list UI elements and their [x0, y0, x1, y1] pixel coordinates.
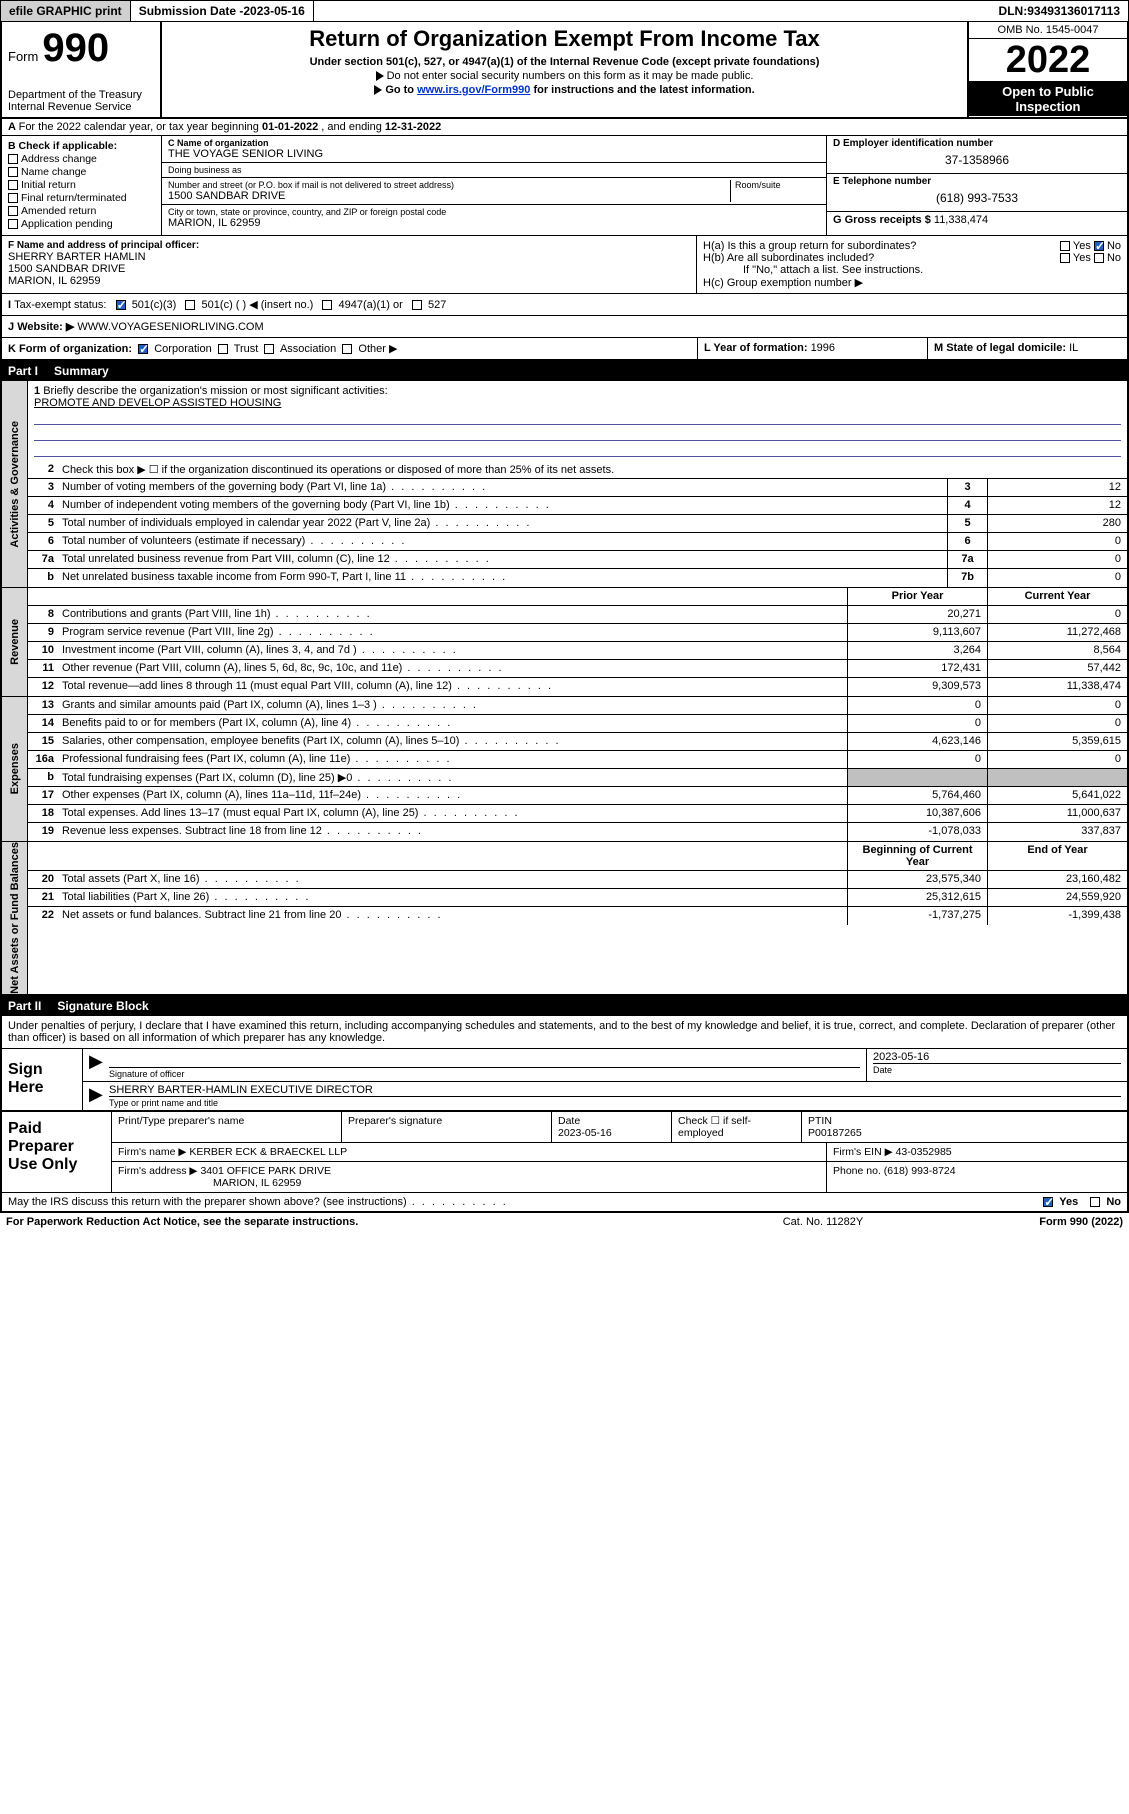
- form-title: Return of Organization Exempt From Incom…: [170, 26, 959, 52]
- line-k: K Form of organization: Corporation Trus…: [2, 337, 1127, 359]
- summary-row: 16aProfessional fundraising fees (Part I…: [28, 751, 1127, 769]
- dln: DLN: 93493136017113: [991, 1, 1128, 21]
- year-formation: 1996: [811, 342, 835, 354]
- ptin: P00187265: [808, 1127, 862, 1139]
- summary-row: 12Total revenue—add lines 8 through 11 (…: [28, 678, 1127, 696]
- officer-addr2: MARION, IL 62959: [8, 275, 690, 287]
- open-inspection-badge: Open to Public Inspection: [969, 82, 1127, 116]
- cb-name-change[interactable]: Name change: [8, 166, 155, 178]
- preparer-date: 2023-05-16: [558, 1127, 612, 1139]
- firm-addr: 3401 OFFICE PARK DRIVE: [200, 1165, 331, 1177]
- summary-row: 14Benefits paid to or for members (Part …: [28, 715, 1127, 733]
- summary-row: bNet unrelated business taxable income f…: [28, 569, 1127, 587]
- signature-date: 2023-05-16: [873, 1051, 1121, 1063]
- summary-row: bTotal fundraising expenses (Part IX, co…: [28, 769, 1127, 787]
- summary-row: 20Total assets (Part X, line 16)23,575,3…: [28, 871, 1127, 889]
- cb-initial-return[interactable]: Initial return: [8, 179, 155, 191]
- right-info-column: D Employer identification number 37-1358…: [827, 136, 1127, 235]
- summary-row: 8Contributions and grants (Part VIII, li…: [28, 606, 1127, 624]
- cb-application-pending[interactable]: Application pending: [8, 218, 155, 230]
- firm-phone: (618) 993-8724: [884, 1165, 956, 1177]
- line-i: I Tax-exempt status: 501(c)(3) 501(c) ( …: [2, 293, 1127, 315]
- signature-arrow-icon: ▶: [83, 1049, 103, 1081]
- discuss-yes-checked: [1043, 1197, 1053, 1207]
- tab-expenses: Expenses: [2, 697, 28, 841]
- discuss-row: May the IRS discuss this return with the…: [2, 1192, 1127, 1211]
- part1-header: Part I Summary: [0, 361, 1129, 381]
- 501c3-checked: [116, 300, 126, 310]
- ein: 37-1358966: [833, 149, 1121, 171]
- line-j: J Website: ▶ WWW.VOYAGESENIORLIVING.COM: [2, 315, 1127, 337]
- entity-info-block: A For the 2022 calendar year, or tax yea…: [0, 119, 1129, 361]
- section-f-h: F Name and address of principal officer:…: [2, 235, 1127, 293]
- department-label: Department of the Treasury Internal Reve…: [8, 89, 154, 113]
- summary-row: 3Number of voting members of the governi…: [28, 479, 1127, 497]
- street-address: 1500 SANDBAR DRIVE: [168, 190, 730, 202]
- submission-date: Submission Date - 2023-05-16: [131, 1, 314, 21]
- cb-final-return[interactable]: Final return/terminated: [8, 192, 155, 204]
- summary-row: 21Total liabilities (Part X, line 26)25,…: [28, 889, 1127, 907]
- summary-row: 18Total expenses. Add lines 13–17 (must …: [28, 805, 1127, 823]
- section-c: C Name of organization THE VOYAGE SENIOR…: [162, 136, 827, 235]
- perjury-declaration: Under penalties of perjury, I declare th…: [2, 1016, 1127, 1048]
- section-b-checkboxes: B Check if applicable: Address change Na…: [2, 136, 162, 235]
- ha-no-checked: [1094, 241, 1104, 251]
- page-footer: For Paperwork Reduction Act Notice, see …: [0, 1213, 1129, 1231]
- website: WWW.VOYAGESENIORLIVING.COM: [77, 321, 263, 333]
- officer-name-title: SHERRY BARTER-HAMLIN EXECUTIVE DIRECTOR: [109, 1084, 1121, 1096]
- corporation-checked: [138, 344, 148, 354]
- omb-number: OMB No. 1545-0047: [969, 22, 1127, 39]
- tab-net-assets: Net Assets or Fund Balances: [2, 842, 28, 994]
- mission-text: PROMOTE AND DEVELOP ASSISTED HOUSING: [34, 397, 1121, 409]
- sign-here-label: Sign Here: [2, 1049, 82, 1110]
- org-name: THE VOYAGE SENIOR LIVING: [168, 148, 820, 160]
- signature-block: Under penalties of perjury, I declare th…: [0, 1016, 1129, 1213]
- gross-receipts: 11,338,474: [934, 214, 988, 226]
- goto-link-line: Go to www.irs.gov/Form990 for instructio…: [170, 84, 959, 96]
- ssn-note: Do not enter social security numbers on …: [170, 70, 959, 82]
- part2-header: Part II Signature Block: [0, 996, 1129, 1016]
- summary-row: 9Program service revenue (Part VIII, lin…: [28, 624, 1127, 642]
- state-domicile: IL: [1069, 342, 1078, 354]
- top-bar: efile GRAPHIC print Submission Date - 20…: [0, 0, 1129, 22]
- efile-print-button[interactable]: efile GRAPHIC print: [1, 1, 131, 21]
- summary-row: 19Revenue less expenses. Subtract line 1…: [28, 823, 1127, 841]
- tab-governance: Activities & Governance: [2, 381, 28, 587]
- summary-row: 22Net assets or fund balances. Subtract …: [28, 907, 1127, 925]
- officer-name: SHERRY BARTER HAMLIN: [8, 251, 690, 263]
- summary-row: 11Other revenue (Part VIII, column (A), …: [28, 660, 1127, 678]
- paid-preparer-block: Paid Preparer Use Only Print/Type prepar…: [2, 1110, 1127, 1192]
- cb-amended-return[interactable]: Amended return: [8, 205, 155, 217]
- summary-row: 7aTotal unrelated business revenue from …: [28, 551, 1127, 569]
- summary-row: 15Salaries, other compensation, employee…: [28, 733, 1127, 751]
- summary-row: 5Total number of individuals employed in…: [28, 515, 1127, 533]
- form-subtitle: Under section 501(c), 527, or 4947(a)(1)…: [170, 56, 959, 68]
- officer-addr1: 1500 SANDBAR DRIVE: [8, 263, 690, 275]
- summary-row: 10Investment income (Part VIII, column (…: [28, 642, 1127, 660]
- form-number: Form 990: [8, 26, 154, 71]
- tab-revenue: Revenue: [2, 588, 28, 696]
- summary-section: Activities & Governance 1 Briefly descri…: [0, 381, 1129, 996]
- summary-row: 6Total number of volunteers (estimate if…: [28, 533, 1127, 551]
- irs-link[interactable]: www.irs.gov/Form990: [417, 84, 530, 96]
- line-a: A For the 2022 calendar year, or tax yea…: [2, 119, 1127, 136]
- firm-name: KERBER ECK & BRAECKEL LLP: [189, 1146, 347, 1158]
- summary-row: 17Other expenses (Part IX, column (A), l…: [28, 787, 1127, 805]
- cb-address-change[interactable]: Address change: [8, 153, 155, 165]
- telephone: (618) 993-7533: [833, 187, 1121, 209]
- summary-row: 4Number of independent voting members of…: [28, 497, 1127, 515]
- city-state-zip: MARION, IL 62959: [168, 217, 820, 229]
- tax-year: 2022: [969, 39, 1127, 82]
- form-header: Form 990 Department of the Treasury Inte…: [0, 22, 1129, 119]
- firm-ein: 43-0352985: [896, 1146, 952, 1158]
- summary-row: 13Grants and similar amounts paid (Part …: [28, 697, 1127, 715]
